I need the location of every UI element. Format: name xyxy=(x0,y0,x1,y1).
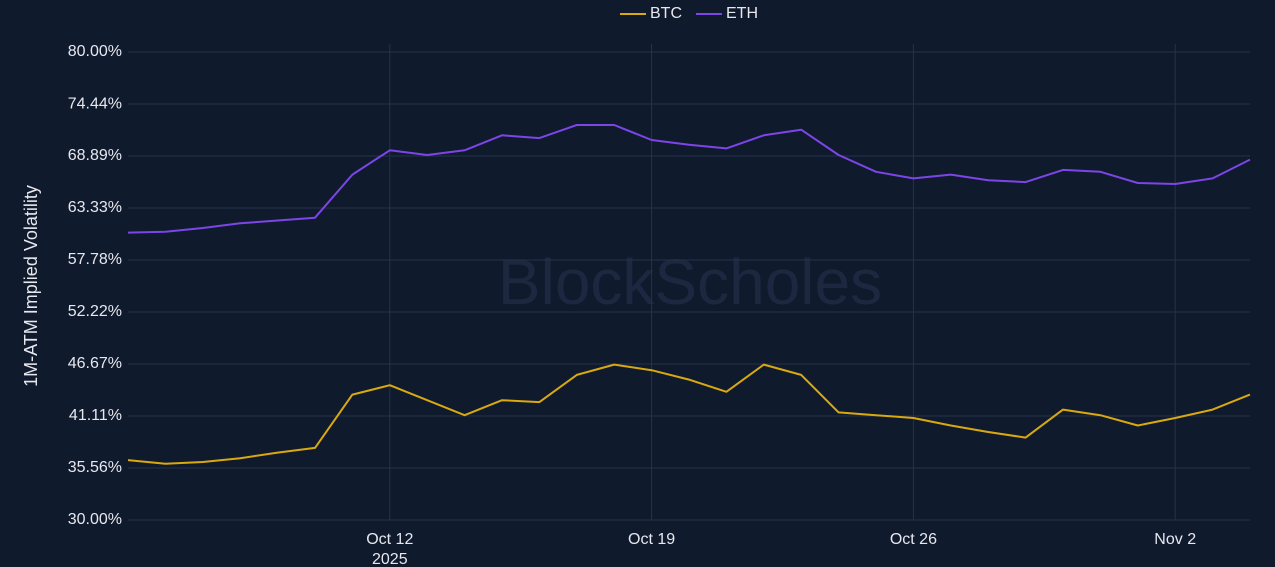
y-tick-label: 63.33% xyxy=(68,199,122,216)
x-tick-label: Oct 19 xyxy=(628,531,675,548)
x-year-label: 2025 xyxy=(372,551,408,567)
y-tick-label: 74.44% xyxy=(68,95,122,112)
y-tick-label: 35.56% xyxy=(68,459,122,476)
y-tick-label: 46.67% xyxy=(68,355,122,372)
legend-label: BTC xyxy=(650,5,682,22)
x-tick-label: Oct 26 xyxy=(890,531,937,548)
x-tick-label: Nov 2 xyxy=(1154,531,1196,548)
watermark: BlockScholes xyxy=(498,246,882,318)
series-line xyxy=(127,363,1251,465)
y-tick-label: 41.11% xyxy=(69,407,122,424)
series-line xyxy=(127,124,1251,234)
y-tick-label: 52.22% xyxy=(68,303,122,320)
y-tick-label: 80.00% xyxy=(68,43,122,60)
y-axis-title: 1M-ATM Implied Volatility xyxy=(21,185,41,387)
y-tick-label: 68.89% xyxy=(68,147,122,164)
legend-label: ETH xyxy=(726,5,758,22)
y-tick-label: 57.78% xyxy=(68,251,122,268)
y-tick-label: 30.00% xyxy=(68,511,122,528)
x-tick-label: Oct 12 xyxy=(366,531,413,548)
